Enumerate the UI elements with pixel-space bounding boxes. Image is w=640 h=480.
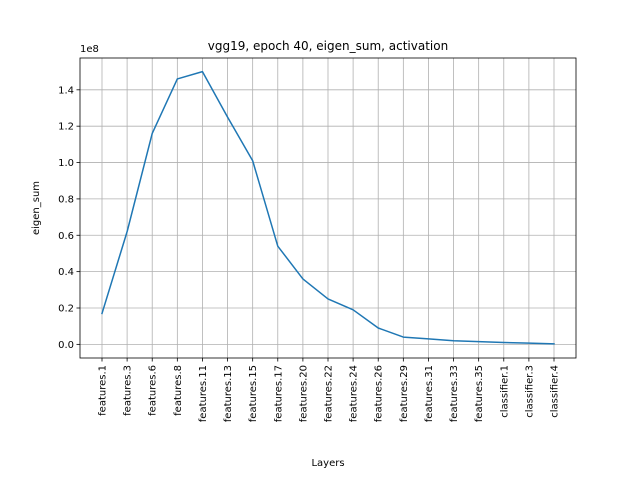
series-layer bbox=[101, 70, 555, 345]
y-tick-label: 0.4 bbox=[58, 267, 74, 278]
x-tick-label: features.8 bbox=[173, 365, 184, 416]
x-tick-label: classifier.1 bbox=[499, 365, 510, 418]
x-tick-label: features.26 bbox=[374, 365, 385, 422]
x-tick-label: features.3 bbox=[123, 365, 134, 416]
grid bbox=[80, 58, 576, 358]
series-line bbox=[101, 70, 555, 345]
y-tick-label: 0.0 bbox=[58, 340, 74, 351]
y-tick-label: 1.4 bbox=[58, 85, 74, 96]
x-tick-label: features.6 bbox=[148, 365, 159, 416]
x-tick-label: features.29 bbox=[399, 365, 410, 422]
y-tick-label: 0.6 bbox=[58, 231, 74, 242]
x-tick-label: features.1 bbox=[98, 365, 109, 416]
x-tick-label: classifier.4 bbox=[550, 365, 561, 418]
x-tick-label: features.24 bbox=[349, 365, 360, 422]
x-tick-label: classifier.3 bbox=[524, 365, 535, 418]
y-offset-label: 1e8 bbox=[80, 44, 99, 55]
x-tick-label: features.11 bbox=[198, 365, 209, 422]
x-tick-label: features.31 bbox=[424, 365, 435, 422]
x-tick-label: features.13 bbox=[223, 365, 234, 422]
x-tick-label: features.17 bbox=[273, 365, 284, 422]
x-tick-label: features.22 bbox=[324, 365, 335, 422]
x-axis-label: Layers bbox=[311, 458, 344, 469]
y-tick-label: 0.2 bbox=[58, 304, 74, 315]
y-tick-label: 0.8 bbox=[58, 194, 74, 205]
chart-title: vgg19, epoch 40, eigen_sum, activation bbox=[208, 39, 448, 53]
y-tick-label: 1.0 bbox=[58, 158, 74, 169]
y-axis-label: eigen_sum bbox=[31, 181, 42, 235]
x-tick-label: features.35 bbox=[474, 365, 485, 422]
x-tick-label: features.15 bbox=[248, 365, 259, 422]
x-tick-label: features.20 bbox=[298, 365, 309, 422]
y-axis-ticks: 0.0 0.2 0.4 0.6 0.8 1.0 1.2 1.4 bbox=[58, 85, 80, 351]
y-tick-label: 1.2 bbox=[58, 122, 74, 133]
x-axis-ticks: features.1 features.3 features.6 features.8… bbox=[98, 358, 561, 422]
x-tick-label: features.33 bbox=[449, 365, 460, 422]
